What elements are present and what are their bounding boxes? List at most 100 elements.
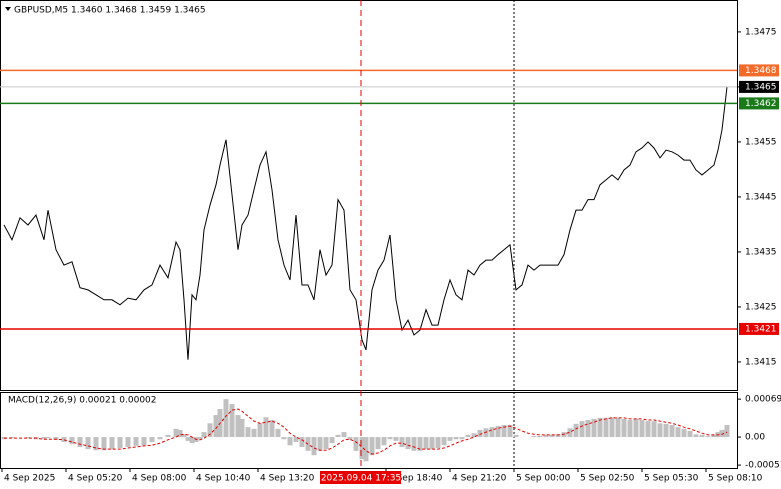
macd-bar [53,437,59,440]
signal-line [4,408,728,455]
macd-bar [293,437,299,443]
macd-bar [149,437,155,443]
macd-bar [435,437,441,449]
macd-bar [335,434,341,438]
macd-bar [657,423,663,438]
macd-bar [311,437,317,456]
macd-bar [513,434,519,438]
chart-title: GBPUSD,M5 1.3460 1.3468 1.3459 1.3465 [14,6,206,16]
macd-bar [341,432,347,438]
macd-bar [213,415,219,438]
x-tick-label: 4 Sep 10:40 [196,474,251,484]
macd-bar [165,434,171,438]
macd-bar [645,421,651,438]
macd-bar [177,429,183,438]
macd-bar [25,437,31,439]
macd-bar [429,437,435,450]
macd-bar [699,434,705,438]
macd-bar [719,429,725,438]
macd-bar [531,435,537,438]
macd-bar [483,428,489,438]
macd-bar [45,437,51,439]
macd-bar [189,437,195,444]
macd-bar [157,437,163,440]
level-label: 1.3421 [745,324,777,334]
macd-bar [41,437,47,440]
y-tick-label: 1.3435 [745,247,777,257]
macd-bar [359,437,365,460]
macd-bar [477,429,483,438]
x-tick-label: 4 Sep 05:20 [68,474,123,484]
cursor-label-box [320,471,401,484]
macd-bar [447,437,453,441]
macd-bar [269,420,275,438]
y-tick-label: 1.3445 [745,192,777,202]
macd-bar [245,427,251,438]
y-tick-label: -0.00051 [745,461,781,471]
level-label-box [739,97,779,110]
macd-bar [125,437,131,447]
price-line [3,86,728,360]
macd-bar [651,421,657,438]
x-tick-label: 5 Sep 05:30 [644,474,699,484]
macd-bar [603,417,609,438]
macd-bar [229,404,235,438]
macd-bar [687,431,693,438]
macd-bar [387,437,393,440]
x-tick-label: 5 Sep 08:10 [708,474,763,484]
macd-bar [251,428,257,438]
macd-bar [101,437,107,451]
macd-bar [173,428,179,438]
macd-bar [705,435,711,438]
macd-bar [263,417,269,438]
macd-bar [423,437,429,450]
macd-bar [597,417,603,438]
macd-bar [375,437,381,450]
x-tick-label: 5 Sep 00:00 [516,474,571,484]
macd-bar [117,437,123,449]
macd-bar [543,434,549,438]
macd-bar [573,423,579,438]
macd-bar [453,437,459,440]
macd-bar [185,437,191,441]
macd-bar [257,423,263,438]
level-label-box [739,80,779,93]
macd-bar [585,420,591,438]
macd-bar [675,427,681,438]
macd-bar [495,426,501,438]
x-tick-label: 4 Sep 13:20 [260,474,315,484]
macd-bar [381,437,387,446]
macd-bar [399,437,405,447]
macd-bar [411,437,417,451]
y-tick-label: 1.3455 [745,137,777,147]
macd-bar [549,434,555,438]
macd-bar [299,437,305,447]
macd-bar [109,437,115,450]
y-tick-label: 0.00069 [745,395,781,405]
menu-arrow[interactable] [5,7,11,11]
macd-bar [663,423,669,438]
macd-bar [317,437,323,451]
macd-bar [281,437,287,440]
x-tick-label: 4 Sep 08:00 [132,474,187,484]
macd-bar [405,437,411,450]
macd-bar [465,434,471,438]
level-label: 1.3462 [745,99,777,109]
macd-bar [93,437,99,451]
macd-bar [197,437,203,440]
macd-title: MACD(12,26,9) 0.00021 0.00002 [8,396,157,406]
macd-bar [329,437,335,444]
macd-bar [669,424,675,438]
macd-bar [85,437,91,450]
macd-bar [181,434,187,438]
y-tick-label: 1.3415 [745,357,777,367]
macd-bar [681,428,687,438]
macd-bar [471,433,477,438]
macd-bar [615,417,621,438]
macd-bar [9,437,15,439]
main-panel [0,0,738,391]
macd-bar [489,427,495,438]
macd-bar [711,434,717,438]
macd-bar [77,437,83,447]
